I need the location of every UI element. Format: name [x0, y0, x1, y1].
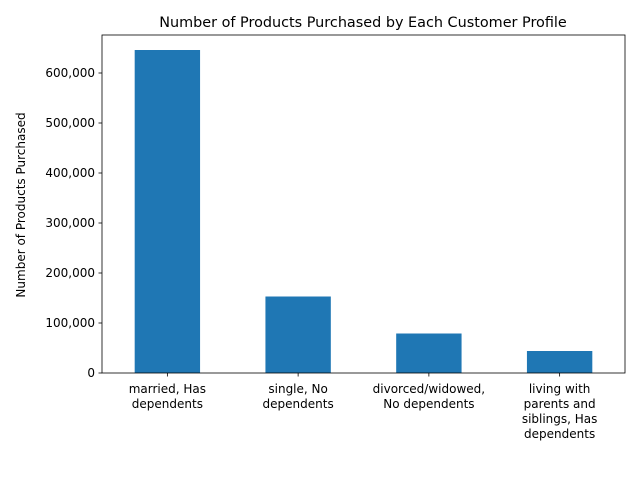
bar: [134, 50, 201, 373]
bars-group: [134, 50, 593, 373]
y-tick-label: 400,000: [45, 166, 95, 180]
x-tick-label: living with parents and siblings, Has depen…: [522, 382, 598, 441]
chart-title: Number of Products Purchased by Each Cus…: [159, 15, 567, 31]
x-tick-label: divorced/widowed, No dependents: [373, 382, 485, 411]
y-tick-label: 500,000: [45, 116, 95, 130]
bar: [265, 296, 331, 373]
y-tick-label: 100,000: [45, 316, 95, 330]
y-axis-ticks: 0 100,000 200,000 300,000 400,000 500,000 600,…: [45, 66, 102, 380]
bar: [526, 351, 593, 373]
y-tick-label: 200,000: [45, 266, 95, 280]
y-axis-label: Number of Products Purchased: [14, 112, 28, 297]
plot-frame: [101, 34, 626, 374]
y-tick-label: 600,000: [45, 66, 95, 80]
y-tick-label: 0: [87, 366, 95, 380]
y-tick-label: 300,000: [45, 216, 95, 230]
x-tick-label: married, Has dependents: [129, 382, 206, 411]
x-tick-label: single, No dependents: [263, 382, 334, 411]
x-axis-ticks: married, Has dependents single, No dependen…: [129, 373, 598, 441]
bar: [396, 333, 462, 373]
